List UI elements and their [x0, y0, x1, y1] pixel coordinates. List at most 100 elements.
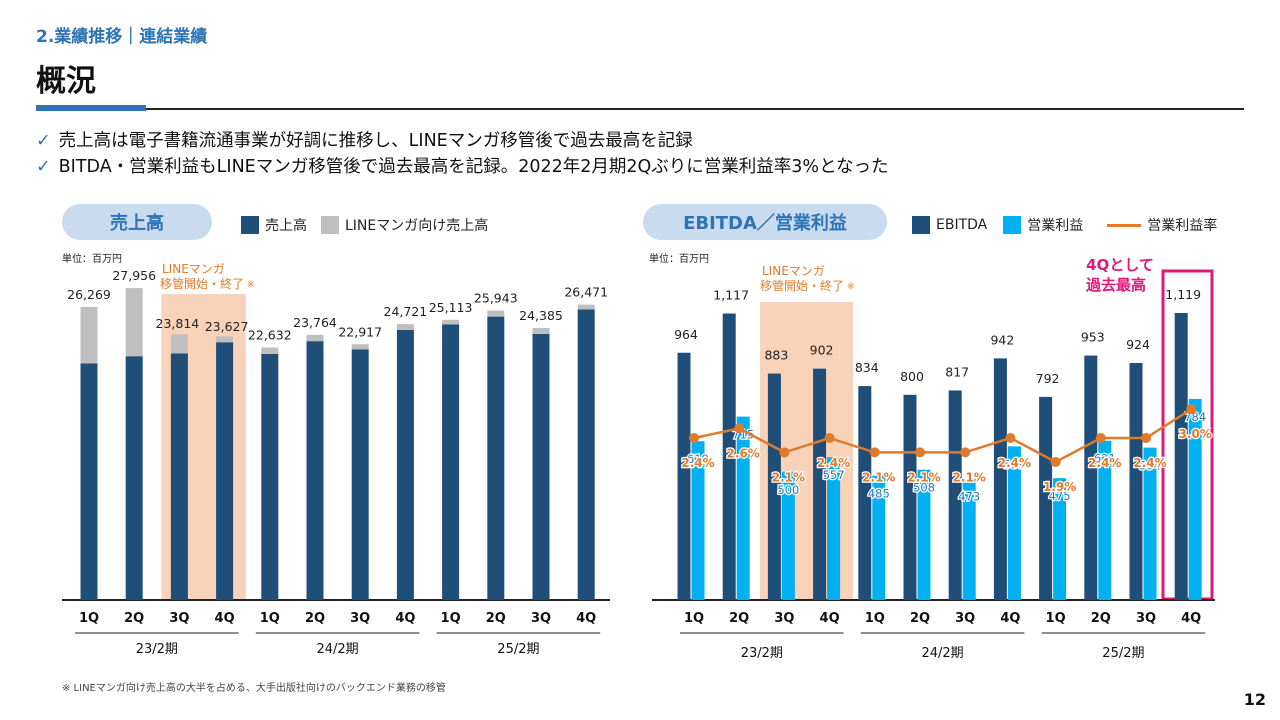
- sales-total-label: 23,627: [205, 319, 249, 334]
- line-manga-sales-bar: [216, 336, 234, 343]
- sales-total-label: 23,814: [156, 316, 200, 331]
- line-manga-sales-bar: [306, 334, 324, 342]
- sales-total-label: 25,113: [429, 300, 473, 315]
- quarter-tick-label: 1Q: [1046, 611, 1066, 626]
- legend-swatch-op-margin: [1107, 223, 1142, 227]
- legend-swatch-ebitda: [912, 216, 930, 234]
- ebitda-bar: [767, 373, 781, 600]
- line-manga-sales-bar: [170, 334, 188, 354]
- ebitda-bar: [903, 394, 917, 600]
- op-margin-point: [1141, 433, 1151, 443]
- op-margin-label: 1.9%: [1043, 480, 1076, 494]
- ebitda-value-label: 1,119: [1165, 287, 1201, 302]
- quarter-tick-label: 3Q: [1136, 611, 1156, 626]
- check-icon: ✓: [36, 131, 51, 151]
- quarter-tick-label: 3Q: [774, 611, 794, 626]
- op-income-value-label: 599: [1003, 457, 1025, 471]
- line-manga-sales-bar: [80, 306, 98, 364]
- quarter-tick-label: 3Q: [531, 611, 551, 626]
- line-manga-sales-bar: [532, 327, 550, 334]
- sales-bar: [306, 341, 324, 600]
- op-margin-label: 2.4%: [998, 456, 1031, 470]
- ebitda-bar: [948, 390, 962, 600]
- quarter-tick-label: 1Q: [684, 611, 704, 626]
- record-callout: 4Qとして: [1086, 256, 1154, 274]
- op-margin-label: 2.1%: [862, 470, 895, 484]
- ebitda-bar: [722, 313, 736, 600]
- quarter-tick-label: 1Q: [441, 611, 461, 626]
- legend-swatch-line-sales: [321, 216, 339, 234]
- quarter-tick-label: 1Q: [865, 611, 885, 626]
- line-manga-annotation: 移管開始・終了: [760, 278, 844, 293]
- legend-label-op-margin: 営業利益率: [1147, 218, 1218, 234]
- sales-total-label: 27,956: [112, 268, 156, 283]
- quarter-tick-label: 2Q: [729, 611, 749, 626]
- quarter-tick-label: 2Q: [1091, 611, 1111, 626]
- op-margin-label: 2.6%: [727, 446, 760, 460]
- summary-bullets: ✓ 売上高は電子書籍流通事業が好調に推移し、LINEマンガ移管後で過去最高を記録 …: [36, 128, 889, 180]
- op-income-value-label: 473: [958, 490, 980, 504]
- annotation-footnote-mark: ※: [247, 280, 255, 290]
- legend-swatch-sales: [241, 216, 259, 234]
- op-margin-label: 2.4%: [1133, 456, 1166, 470]
- ebitda-bar: [1039, 396, 1053, 600]
- legend-label-ebitda: EBITDA: [936, 217, 988, 233]
- line-manga-annotation: LINEマンガ: [162, 262, 225, 276]
- line-manga-sales-bar: [396, 324, 414, 330]
- op-income-bar: [872, 475, 886, 600]
- sales-bar: [396, 329, 414, 600]
- ebitda-bar: [677, 352, 691, 600]
- ebitda-value-label: 883: [764, 348, 788, 363]
- op-margin-point: [869, 447, 880, 458]
- sales-total-label: 25,943: [474, 291, 518, 306]
- quarter-tick-label: 4Q: [395, 611, 415, 626]
- ebitda-pill: EBITDA／営業利益: [643, 204, 887, 240]
- op-margin-point: [1050, 457, 1061, 467]
- op-margin-point: [824, 433, 835, 443]
- summary-bullet-1: ✓ 売上高は電子書籍流通事業が好調に推移し、LINEマンガ移管後で過去最高を記録: [36, 128, 889, 154]
- op-income-value-label: 621: [1094, 452, 1116, 466]
- op-income-bar: [962, 478, 976, 600]
- ebitda-value-label: 924: [1126, 337, 1150, 352]
- op-income-bar: [691, 441, 705, 600]
- annotation-footnote-mark: ※: [847, 282, 855, 292]
- ebitda-bar: [858, 386, 872, 600]
- footnote: ※ LINEマンガ向け売上高の大半を占める、大手出版社向けのバックエンド業務の移…: [62, 683, 446, 694]
- line-manga-sales-bar: [442, 319, 460, 325]
- ebitda-value-label: 817: [945, 364, 969, 379]
- op-margin-label: 2.1%: [953, 470, 986, 484]
- sales-bar: [80, 363, 98, 600]
- line-manga-sales-bar: [577, 304, 595, 310]
- quarter-tick-label: 1Q: [79, 611, 99, 626]
- op-income-value-label: 500: [777, 483, 799, 497]
- record-callout: 過去最高: [1085, 276, 1146, 294]
- op-margin-label: 2.4%: [1088, 456, 1121, 470]
- op-margin-label: 3.0%: [1179, 427, 1212, 441]
- op-margin-point: [1095, 433, 1106, 443]
- op-income-value-label: 557: [823, 468, 845, 482]
- fiscal-year-label: 24/2期: [921, 646, 963, 661]
- fiscal-year-label: 24/2期: [316, 642, 358, 657]
- quarter-tick-label: 2Q: [486, 611, 506, 626]
- ebitda-bar: [813, 368, 827, 600]
- line-manga-annotation: LINEマンガ: [762, 264, 825, 278]
- quarter-tick-label: 3Q: [955, 611, 975, 626]
- quarter-tick-label: 4Q: [820, 611, 840, 626]
- quarter-tick-label: 2Q: [124, 611, 144, 626]
- sales-legend: 売上高 LINEマンガ向け売上高: [241, 215, 488, 235]
- sales-total-label: 22,632: [248, 327, 292, 342]
- op-income-bar: [1053, 478, 1067, 600]
- sales-bar: [351, 349, 369, 600]
- op-margin-line: [693, 408, 1192, 464]
- op-income-bar: [1188, 398, 1202, 600]
- quarter-tick-label: 4Q: [215, 611, 235, 626]
- title-divider: [36, 108, 1244, 110]
- op-margin-point: [1186, 404, 1197, 415]
- bullet-text: 売上高は電子書籍流通事業が好調に推移し、LINEマンガ移管後で過去最高を記録: [58, 131, 693, 151]
- op-margin-label: 2.1%: [907, 470, 940, 484]
- ebitda-value-label: 792: [1036, 371, 1060, 386]
- fiscal-year-label: 23/2期: [136, 642, 178, 657]
- op-margin-label: 2.1%: [772, 470, 805, 484]
- sales-bar: [532, 333, 550, 600]
- legend-label-line-sales: LINEマンガ向け売上高: [345, 218, 489, 234]
